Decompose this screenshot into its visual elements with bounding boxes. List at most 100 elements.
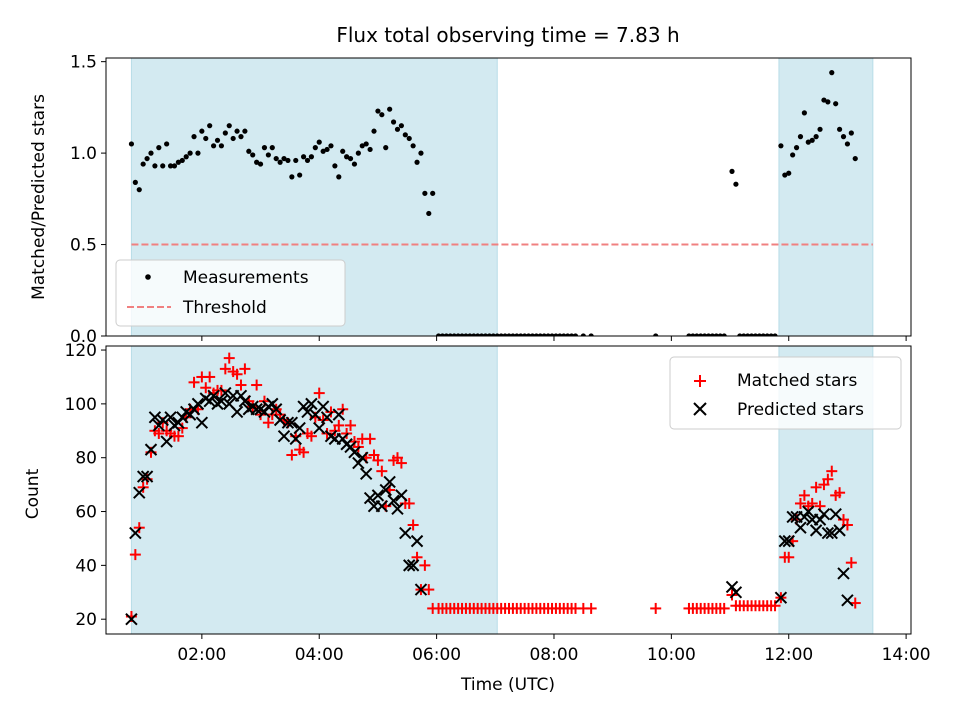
- x-stroke: [195, 416, 209, 429]
- measurement-point: [273, 155, 279, 162]
- measurement-point: [383, 145, 389, 151]
- bottom-y-axis-label: Count: [23, 468, 43, 519]
- predicted-star-point: [320, 411, 334, 424]
- measurement-point: [175, 159, 181, 165]
- measurement-point: [565, 333, 571, 336]
- x-stroke: [219, 386, 232, 400]
- measurement-point: [813, 134, 819, 140]
- measurement-point: [549, 333, 555, 336]
- measurement-point: [580, 333, 586, 336]
- measurement-point: [336, 174, 342, 180]
- measurement-point: [825, 99, 831, 105]
- x-stroke: [187, 403, 201, 416]
- matched-star-point: [219, 363, 231, 375]
- measurement-point: [230, 135, 236, 142]
- matched-star-point: [200, 382, 212, 394]
- y-tick-label: 120: [65, 341, 97, 361]
- matched-star-point: [403, 497, 415, 509]
- y-tick-label: 1.0: [70, 144, 97, 164]
- measurement-point: [242, 128, 248, 134]
- predicted-star-point: [297, 400, 310, 413]
- predicted-star-point: [387, 494, 400, 507]
- measurement-point: [152, 163, 158, 169]
- x-stroke: [725, 580, 739, 594]
- measurement-point: [375, 108, 381, 114]
- measurement-point: [717, 333, 723, 336]
- measurement-point: [698, 333, 704, 336]
- legend-label-matched: Matched stars: [737, 371, 857, 391]
- measurement-point: [402, 132, 408, 138]
- measurement-point: [451, 333, 457, 336]
- measurement-point: [737, 333, 743, 336]
- x-stroke: [841, 594, 854, 607]
- measurement-point: [541, 333, 547, 336]
- predicted-star-point: [406, 559, 420, 572]
- measurement-point: [498, 333, 504, 336]
- measurement-point: [144, 155, 150, 162]
- legend-marker-measurements: [145, 274, 151, 280]
- predicted-star-point: [293, 421, 306, 435]
- measurement-point: [741, 333, 747, 336]
- x-stroke: [798, 510, 811, 524]
- x-stroke: [336, 432, 349, 446]
- x-stroke: [825, 526, 838, 540]
- x-tick-label: 08:00: [529, 645, 578, 665]
- measurement-point: [379, 112, 385, 118]
- measurement-point: [561, 333, 567, 336]
- x-stroke: [144, 443, 158, 456]
- predicted-star-point: [215, 394, 228, 408]
- measurement-point: [148, 150, 154, 156]
- top-x-ticks: [201, 336, 907, 341]
- matched-star-point: [305, 430, 317, 442]
- matched-star-point: [129, 549, 141, 561]
- measurement-point: [387, 106, 393, 112]
- measurement-point: [344, 154, 350, 160]
- measurement-point: [238, 134, 244, 140]
- matched-star-point: [826, 465, 838, 477]
- measurement-point: [588, 333, 594, 336]
- measurement-point: [529, 333, 536, 336]
- predicted-star-point: [348, 446, 361, 459]
- measurement-point: [653, 333, 659, 336]
- predicted-star-point: [234, 389, 248, 403]
- predicted-star-point: [344, 440, 357, 454]
- matched-star-point: [313, 387, 325, 399]
- x-tick-label: 06:00: [412, 645, 461, 665]
- measurement-point: [199, 128, 205, 134]
- predicted-star-point: [794, 521, 807, 534]
- measurement-point: [136, 187, 142, 193]
- x-stroke: [320, 411, 334, 424]
- matched-star-point: [298, 446, 310, 458]
- measurement-point: [482, 333, 489, 336]
- x-stroke: [136, 470, 150, 483]
- predicted-star-point: [289, 432, 302, 446]
- y-tick-label: 100: [65, 395, 97, 415]
- measurement-point: [167, 163, 174, 169]
- measurement-point: [164, 141, 170, 147]
- measurement-point: [721, 333, 727, 336]
- measurement-point: [522, 333, 528, 336]
- x-tick-label: 12:00: [764, 645, 813, 665]
- measurement-point: [809, 137, 815, 143]
- x-stroke: [250, 403, 263, 416]
- measurement-point: [463, 333, 469, 336]
- predicted-star-point: [269, 403, 283, 416]
- x-stroke: [156, 413, 169, 427]
- x-stroke: [383, 475, 396, 489]
- matched-star-point: [133, 522, 145, 534]
- legend-label-threshold: Threshold: [182, 298, 267, 318]
- x-stroke: [375, 499, 389, 513]
- measurement-point: [702, 333, 708, 336]
- measurement-point: [359, 143, 365, 149]
- top-legend: Measurements Threshold: [115, 259, 346, 327]
- matched-star-point: [352, 441, 364, 453]
- x-stroke: [387, 494, 400, 507]
- measurement-point: [459, 333, 465, 336]
- x-stroke: [238, 394, 252, 408]
- measurement-point: [320, 148, 326, 154]
- measurement-point: [455, 333, 461, 336]
- measurement-point: [748, 333, 755, 336]
- x-stroke: [774, 591, 788, 604]
- matched-star-point: [153, 427, 165, 439]
